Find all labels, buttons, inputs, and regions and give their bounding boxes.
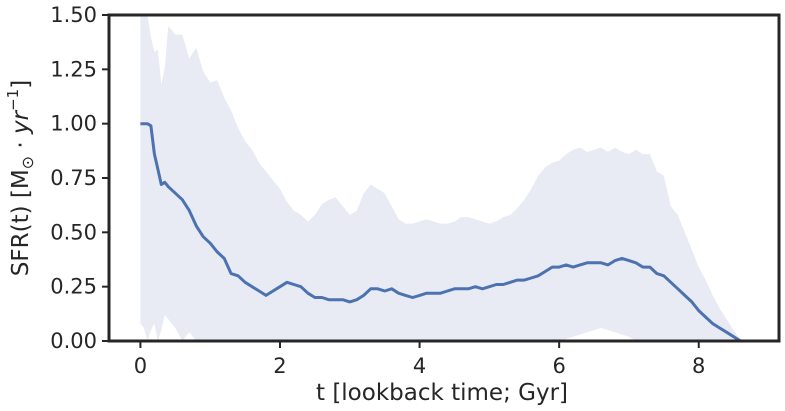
x-tick-label: 6	[552, 354, 565, 378]
y-axis-title-exponent: −1	[4, 89, 22, 111]
y-axis-title-suffix: ]	[8, 80, 34, 89]
plot-area	[140, 15, 742, 341]
x-tick-label: 0	[134, 354, 147, 378]
y-tick-label: 0.75	[50, 166, 97, 190]
x-axis-title: t [lookback time; Gyr]	[316, 380, 568, 406]
x-tick-label: 2	[273, 354, 286, 378]
y-tick-label: 0.00	[50, 329, 97, 353]
plot-clip-group	[140, 15, 742, 341]
y-axis-title-prefix: SFR(t) [M	[8, 169, 34, 276]
y-axis-title-unit: yr	[8, 109, 34, 135]
uncertainty-band	[140, 15, 741, 341]
x-tick-label: 4	[413, 354, 426, 378]
y-axis-title-dot: ·	[8, 134, 34, 156]
y-tick-label: 1.25	[50, 57, 97, 81]
y-tick-label: 1.50	[50, 3, 97, 27]
y-axis-title: SFR(t) [M⊙ · yr−1]	[4, 80, 37, 276]
y-tick-label: 0.50	[50, 220, 97, 244]
y-tick-label: 0.25	[50, 275, 97, 299]
x-tick-label: 8	[692, 354, 705, 378]
axis-ticks: 0 2 4 6 8 0.00 0.25 0.50 0.75 1.00 1.25 1.50	[50, 3, 705, 378]
axes-frame	[107, 13, 781, 343]
sfr-median-line	[140, 122, 742, 341]
y-tick-label: 1.00	[50, 112, 97, 136]
y-axis-title-sun: ⊙	[18, 156, 37, 169]
